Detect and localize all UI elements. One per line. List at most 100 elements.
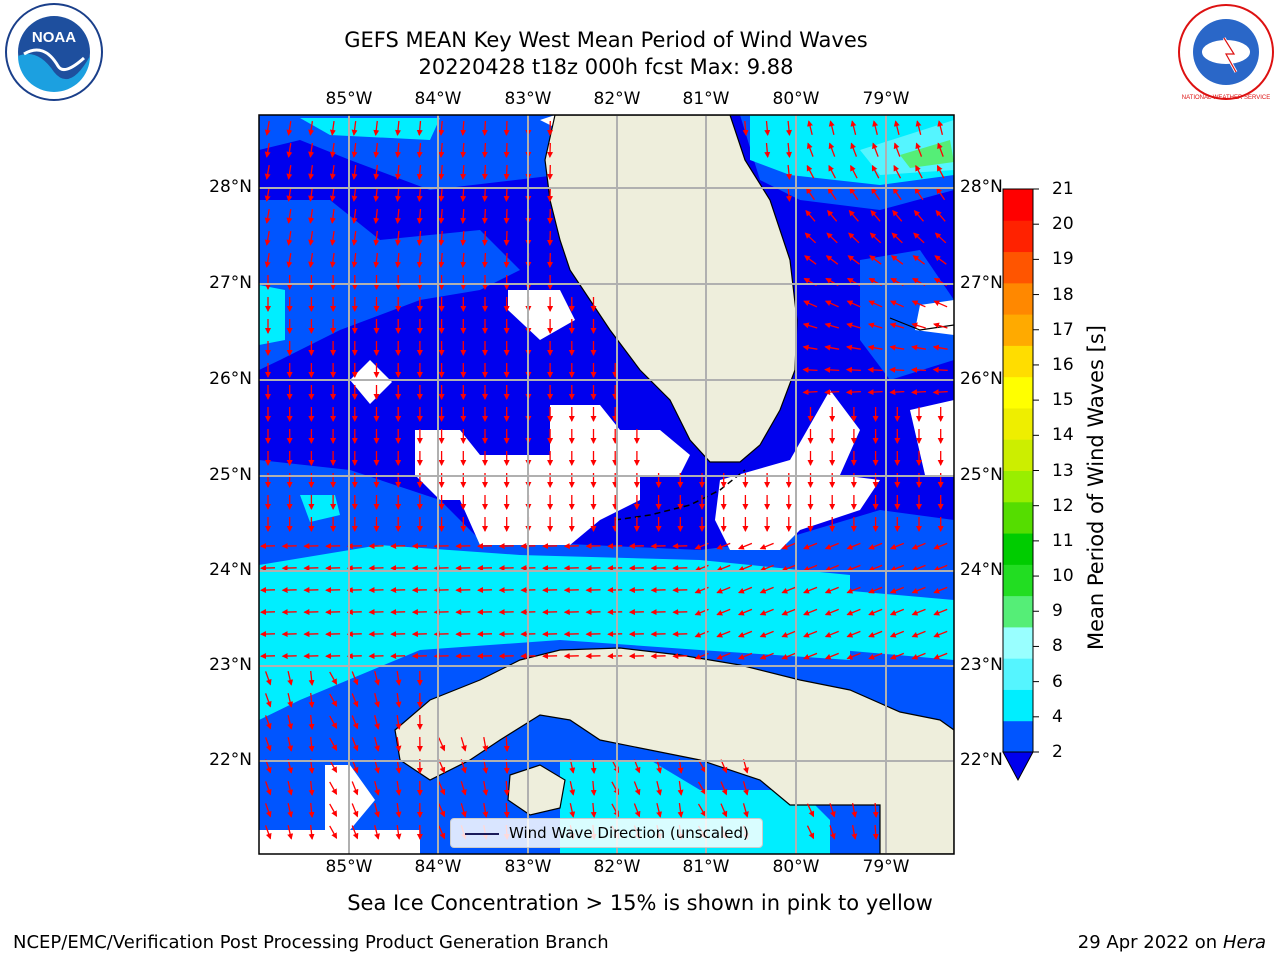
wind-arrow (914, 187, 924, 201)
wind-arrow (803, 652, 818, 660)
wind-arrow (481, 230, 488, 246)
wind-arrow (329, 781, 338, 795)
wind-arrow (482, 802, 489, 818)
wind-arrow (590, 780, 597, 796)
wind-arrow (850, 142, 858, 157)
colorbar-segment (1003, 345, 1033, 378)
wind-arrow (633, 781, 641, 796)
wind-arrow (286, 230, 293, 246)
lat-label-right: 28°N (960, 177, 1003, 197)
wind-arrow (677, 781, 684, 796)
wind-arrow (481, 252, 488, 268)
period-4-6-region (259, 545, 850, 720)
wind-arrow (373, 230, 380, 246)
colorbar-segment (1003, 595, 1033, 628)
wind-arrow (373, 252, 380, 268)
wind-arrow (438, 120, 445, 136)
wind-arrow (803, 630, 818, 638)
wind-arrow (846, 652, 861, 660)
wind-arrow (264, 252, 271, 268)
wind-arrow (416, 230, 423, 246)
lat-label-left: 23°N (209, 655, 252, 675)
wind-arrow (569, 803, 576, 818)
wind-arrow (264, 781, 272, 796)
wind-arrow (824, 586, 839, 594)
florida-land (544, 115, 798, 463)
wind-arrow (786, 142, 792, 158)
lat-label-left: 22°N (209, 750, 252, 770)
wind-arrow (802, 366, 818, 373)
colorbar-tick-label: 21 (1052, 179, 1074, 199)
wind-arrow (889, 344, 905, 351)
masked-area (350, 360, 392, 404)
colorbar-segment (1003, 689, 1033, 722)
wind-arrow (872, 142, 879, 157)
wind-arrow (742, 120, 749, 136)
wind-arrow (806, 164, 815, 179)
lon-label-top: 85°W (325, 89, 373, 109)
wind-arrow (481, 120, 488, 136)
wind-arrow (460, 230, 467, 246)
wind-arrow (329, 715, 338, 729)
legend-line-icon (465, 832, 499, 835)
wind-arrow (395, 252, 401, 268)
wind-arrow (824, 564, 839, 572)
wind-arrow (264, 186, 271, 202)
wind-arrow (934, 255, 947, 265)
lon-label-top: 82°W (593, 89, 641, 109)
wind-arrow (868, 586, 883, 594)
wind-arrow (889, 300, 904, 308)
wind-arrow (264, 715, 272, 730)
wind-arrow (329, 231, 336, 246)
lat-label-right: 26°N (960, 369, 1003, 389)
wind-arrow (824, 542, 839, 550)
wind-arrow (806, 803, 815, 818)
wind-arrow (287, 671, 294, 686)
wind-arrow (287, 803, 294, 818)
wind-arrow (308, 802, 315, 818)
wind-arrow (697, 781, 707, 795)
wind-arrow (871, 164, 880, 179)
wind-arrow (828, 142, 836, 157)
colorbar-tick-label: 13 (1052, 460, 1074, 481)
wind-arrow (786, 120, 792, 136)
lon-label-top: 79°W (862, 89, 910, 109)
map-title: GEFS MEAN Key West Mean Period of Wind W… (344, 28, 868, 52)
wind-arrow (824, 322, 840, 329)
wind-arrow (933, 652, 948, 660)
wind-arrow (806, 187, 815, 201)
wind-arrow (287, 715, 294, 730)
lon-label-bottom: 82°W (593, 857, 641, 877)
wind-arrow (264, 120, 271, 136)
wind-arrow (460, 208, 467, 224)
wind-arrow (503, 252, 510, 268)
wind-arrow (374, 671, 380, 686)
wind-arrow (351, 253, 358, 268)
wind-arrow (438, 230, 445, 246)
lat-label-right: 27°N (960, 273, 1003, 293)
wind-arrow (329, 671, 338, 685)
wind-arrow (374, 803, 380, 818)
noaa-logo-text: NOAA (32, 29, 76, 46)
wind-arrow (481, 208, 488, 224)
wind-arrow (870, 209, 881, 222)
wind-arrow (828, 164, 836, 179)
graticule (259, 115, 954, 854)
wind-arrow (893, 164, 902, 179)
wind-arrow (373, 164, 380, 180)
wind-arrow (805, 209, 816, 222)
wind-arrow (849, 187, 859, 201)
wind-arrow (913, 232, 925, 244)
lat-label-left: 25°N (209, 465, 252, 485)
wind-arrow (351, 231, 358, 246)
wind-arrow (759, 630, 774, 638)
wind-arrow (824, 652, 839, 660)
wind-arrow (395, 737, 402, 752)
wind-arrow (868, 542, 883, 550)
wind-arrow (503, 120, 510, 136)
footer-date: 29 Apr 2022 on Hera (1078, 932, 1266, 953)
lon-label-bottom: 85°W (325, 857, 373, 877)
wind-arrow (395, 671, 402, 686)
lat-label-left: 24°N (209, 560, 252, 580)
wind-arrow (308, 253, 315, 268)
